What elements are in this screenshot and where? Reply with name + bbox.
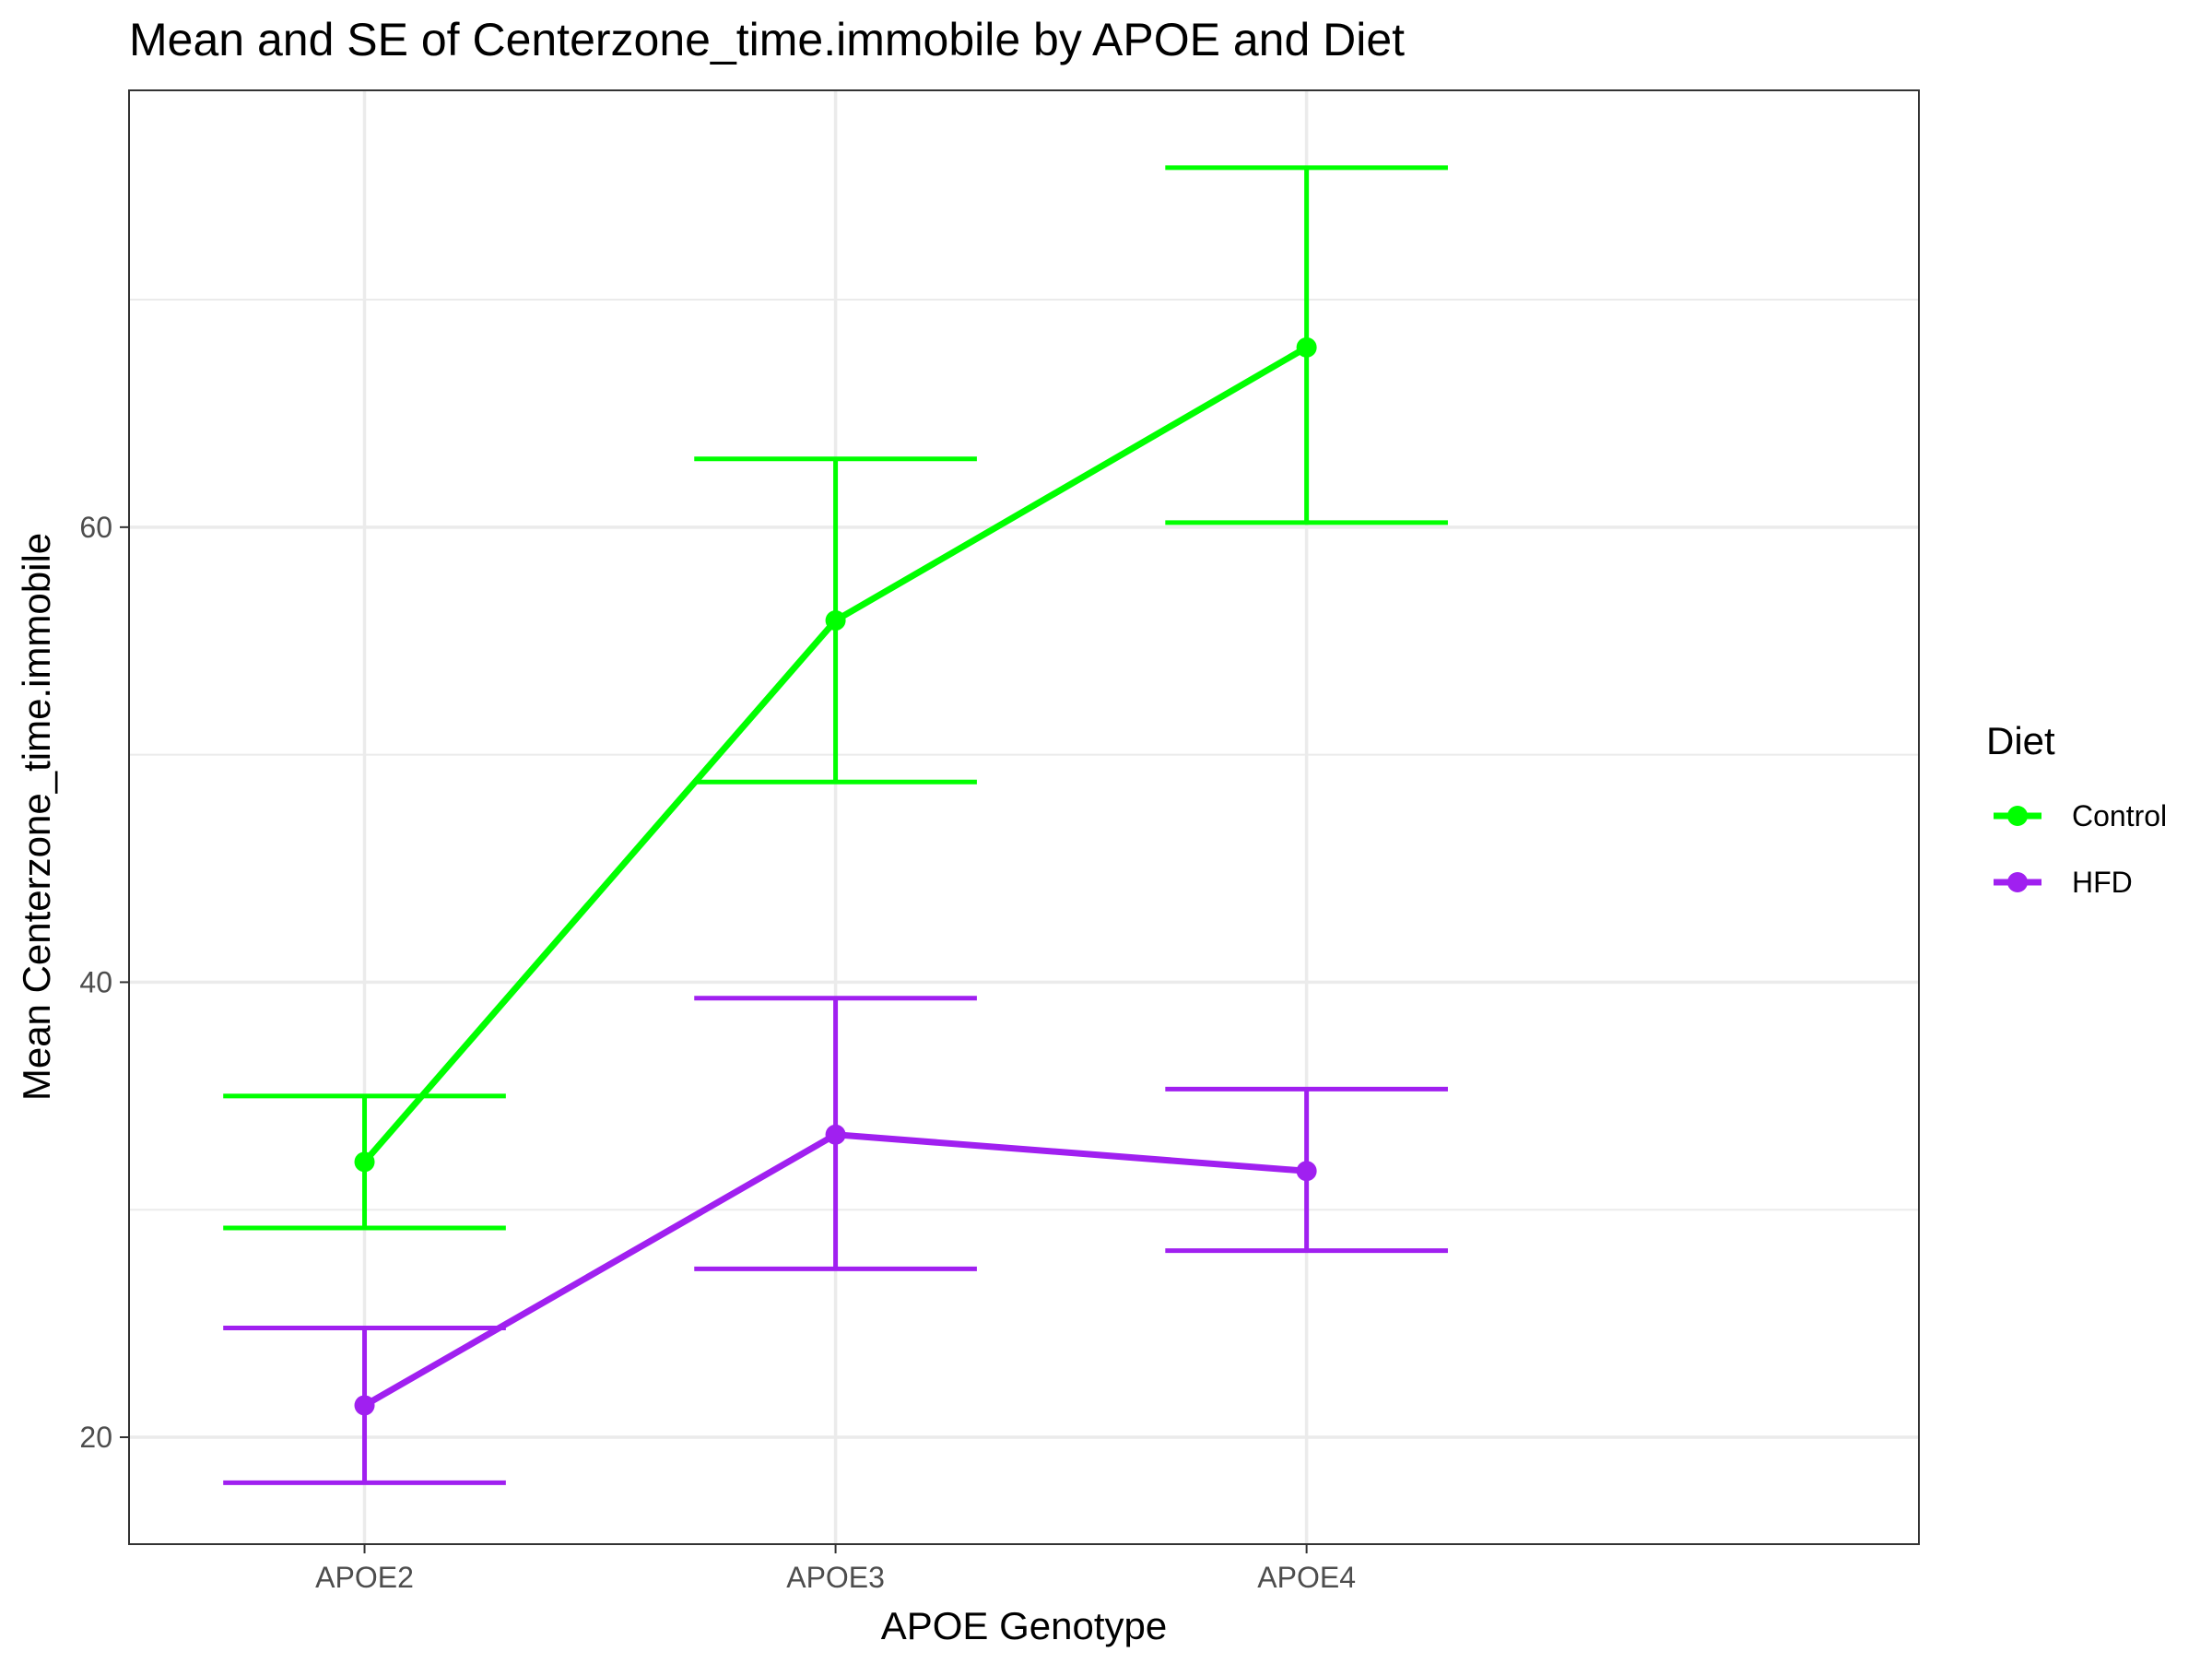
chart-title: Mean and SE of Centerzone_time.immobile … — [129, 14, 1405, 65]
legend-item-control: Control — [1994, 799, 2167, 832]
data-point — [1296, 1161, 1317, 1182]
legend-key-point — [2007, 872, 2028, 892]
legend-title: Diet — [1986, 719, 2055, 762]
data-point — [825, 1124, 846, 1145]
legend-item-hfd: HFD — [1994, 866, 2133, 899]
axis-layer: 20 40 60 APOE2 APOE3 APOE4 — [79, 511, 1356, 1594]
legend-label: Control — [2072, 799, 2167, 832]
series-layer — [223, 165, 1448, 1485]
y-tick-label: 60 — [79, 511, 112, 544]
y-tick-label: 20 — [79, 1421, 112, 1454]
legend: Diet Control HFD — [1986, 719, 2167, 899]
legend-key-point — [2007, 806, 2028, 826]
grid-layer — [129, 90, 1919, 1544]
x-tick-label: APOE4 — [1257, 1561, 1356, 1594]
data-point — [354, 1151, 375, 1173]
x-tick-label: APOE3 — [786, 1561, 885, 1594]
x-axis-title: APOE Genotype — [881, 1604, 1168, 1647]
x-tick-label: APOE2 — [315, 1561, 414, 1594]
series-control — [223, 165, 1448, 1231]
data-point — [1296, 336, 1317, 358]
legend-items: Control HFD — [1994, 799, 2167, 899]
plot-panel-border — [128, 89, 1920, 1545]
data-point — [354, 1395, 375, 1416]
y-axis-title: Mean Centerzone_time.immobile — [15, 533, 58, 1101]
series-hfd — [223, 996, 1448, 1485]
legend-label: HFD — [2072, 866, 2133, 899]
data-point — [825, 610, 846, 631]
y-tick-label: 40 — [79, 965, 112, 998]
